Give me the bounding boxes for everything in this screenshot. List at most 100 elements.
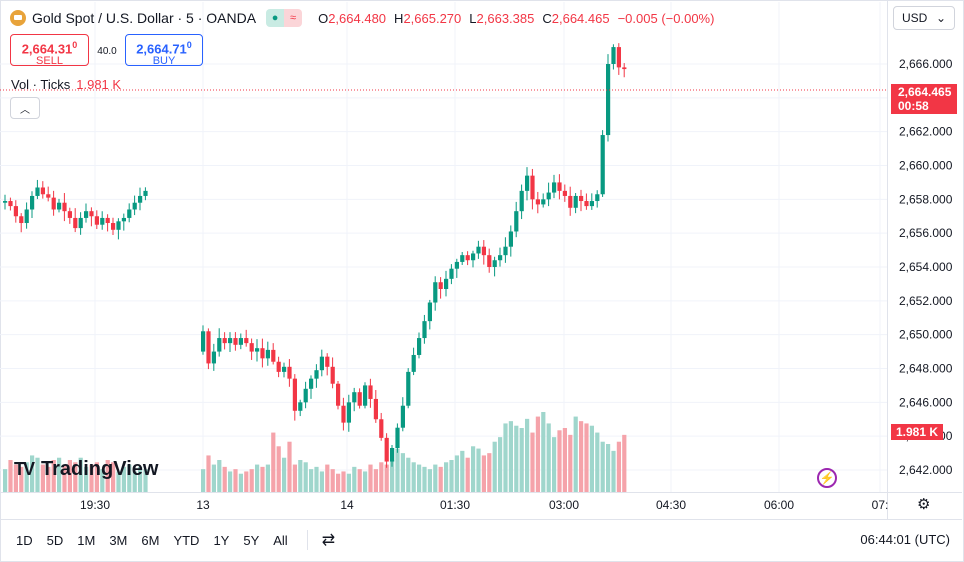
candle-body: [84, 211, 89, 218]
time-tick-label: 19:30: [80, 498, 110, 512]
candle-body: [406, 371, 411, 406]
candle-body: [276, 361, 281, 372]
volume-bar: [400, 453, 405, 492]
ohlc-low-value: 2,663.385: [476, 10, 535, 26]
volume-bar: [579, 421, 584, 492]
buy-button[interactable]: 2,664.710 BUY: [125, 34, 203, 68]
volume-bar: [373, 469, 378, 492]
volume-bar: [13, 464, 18, 492]
candle-body: [595, 194, 600, 202]
candle-body: [13, 206, 18, 217]
volume-bar: [595, 432, 600, 492]
symbol-header[interactable]: Gold Spot / U.S. Dollar · 5 · OANDA ● ≈ …: [10, 8, 714, 28]
volume-bar: [427, 469, 432, 492]
volume-bar: [390, 460, 395, 492]
sell-price: 2,664.31: [21, 41, 73, 57]
gold-symbol-icon: [10, 10, 26, 26]
candle-body: [336, 383, 341, 406]
time-tick-label: 13: [196, 498, 210, 512]
utc-clock[interactable]: 06:44:01 (UTC): [860, 532, 950, 547]
range-1m[interactable]: 1M: [77, 532, 96, 548]
tradingview-logo-text: TradingView: [41, 458, 159, 480]
currency-select[interactable]: USD ⌄: [893, 6, 955, 30]
range-ytd[interactable]: YTD: [173, 532, 200, 548]
volume-bar: [341, 471, 346, 492]
candle-body: [449, 268, 454, 279]
tradingview-logo[interactable]: TV TradingView: [14, 458, 158, 481]
candle-body: [422, 321, 427, 339]
volume-legend[interactable]: Vol · Ticks 1.981 K: [11, 77, 121, 92]
volume-bar: [444, 462, 449, 492]
volume-bar: [562, 428, 567, 492]
candle-body: [143, 190, 148, 196]
bar-countdown: 00:58: [898, 99, 929, 113]
volume-bar: [78, 457, 83, 492]
candle-body: [89, 211, 94, 217]
lightning-icon[interactable]: ⚡: [817, 468, 837, 488]
volume-bar: [606, 444, 611, 492]
candle-body: [346, 402, 351, 423]
volume-bar: [51, 460, 56, 492]
candle-body: [557, 182, 562, 191]
sell-button[interactable]: 2,664.310 SELL: [10, 34, 89, 67]
chevron-down-icon: ⌄: [935, 11, 946, 25]
candle-body: [606, 64, 611, 136]
volume-bar: [346, 473, 351, 492]
volume-bar: [541, 412, 546, 492]
candle-body: [444, 278, 449, 289]
range-6m[interactable]: 6M: [141, 532, 160, 548]
price-tick-label: 2,648.000: [899, 362, 953, 376]
range-1y[interactable]: 1Y: [213, 532, 230, 548]
volume-bar: [433, 464, 438, 492]
buy-price-pip: 0: [186, 40, 192, 50]
volume-bar: [336, 473, 341, 492]
time-tick-label: 06:00: [764, 498, 794, 512]
range-5y[interactable]: 5Y: [243, 532, 260, 548]
volume-bar: [233, 469, 238, 492]
candle-body: [132, 202, 137, 210]
volume-bar: [465, 457, 470, 492]
volume-bar: [40, 464, 45, 492]
gear-icon[interactable]: ⚙: [917, 496, 931, 513]
symbol-title[interactable]: Gold Spot / U.S. Dollar · 5 · OANDA: [32, 10, 257, 26]
ohlc-close-value: 2,664.465: [551, 10, 610, 26]
range-3m[interactable]: 3M: [109, 532, 128, 548]
go-to-date-icon[interactable]: ⇄: [321, 532, 336, 549]
volume-bar: [309, 469, 314, 492]
candle-body: [222, 338, 227, 344]
candle-body: [411, 354, 416, 372]
candle-body: [600, 135, 605, 195]
candle-body: [465, 255, 470, 261]
volume-legend-label: Vol · Ticks: [11, 77, 71, 92]
candle-body: [303, 388, 308, 403]
price-tick-label: 2,650.000: [899, 328, 953, 342]
volume-bar: [276, 446, 281, 492]
candle-body: [454, 261, 459, 269]
candle-body: [24, 209, 29, 224]
range-1d[interactable]: 1D: [16, 532, 33, 548]
candle-body: [379, 419, 384, 438]
collapse-legend-button[interactable]: ︿: [10, 97, 40, 119]
price-tick-label: 2,658.000: [899, 192, 953, 206]
volume-bar: [298, 460, 303, 492]
range-5d[interactable]: 5D: [46, 532, 64, 548]
range-all[interactable]: All: [273, 532, 288, 548]
volume-bar: [111, 462, 116, 492]
candle-body: [211, 351, 216, 364]
candle-body: [3, 201, 8, 203]
time-tick-label: 04:30: [656, 498, 686, 512]
candle-body: [438, 282, 443, 289]
market-status-pill[interactable]: ● ≈: [266, 9, 303, 27]
candle-body: [579, 195, 584, 202]
price-tick-label: 2,646.000: [899, 395, 953, 409]
volume-bar: [249, 469, 254, 492]
candle-body: [363, 385, 368, 406]
candle-body: [476, 246, 481, 254]
candle-body: [498, 255, 503, 261]
volume-bar: [411, 462, 416, 492]
candle-body: [35, 187, 40, 196]
candle-body: [390, 448, 395, 462]
buy-label: BUY: [152, 55, 176, 68]
volume-bar: [357, 469, 362, 492]
